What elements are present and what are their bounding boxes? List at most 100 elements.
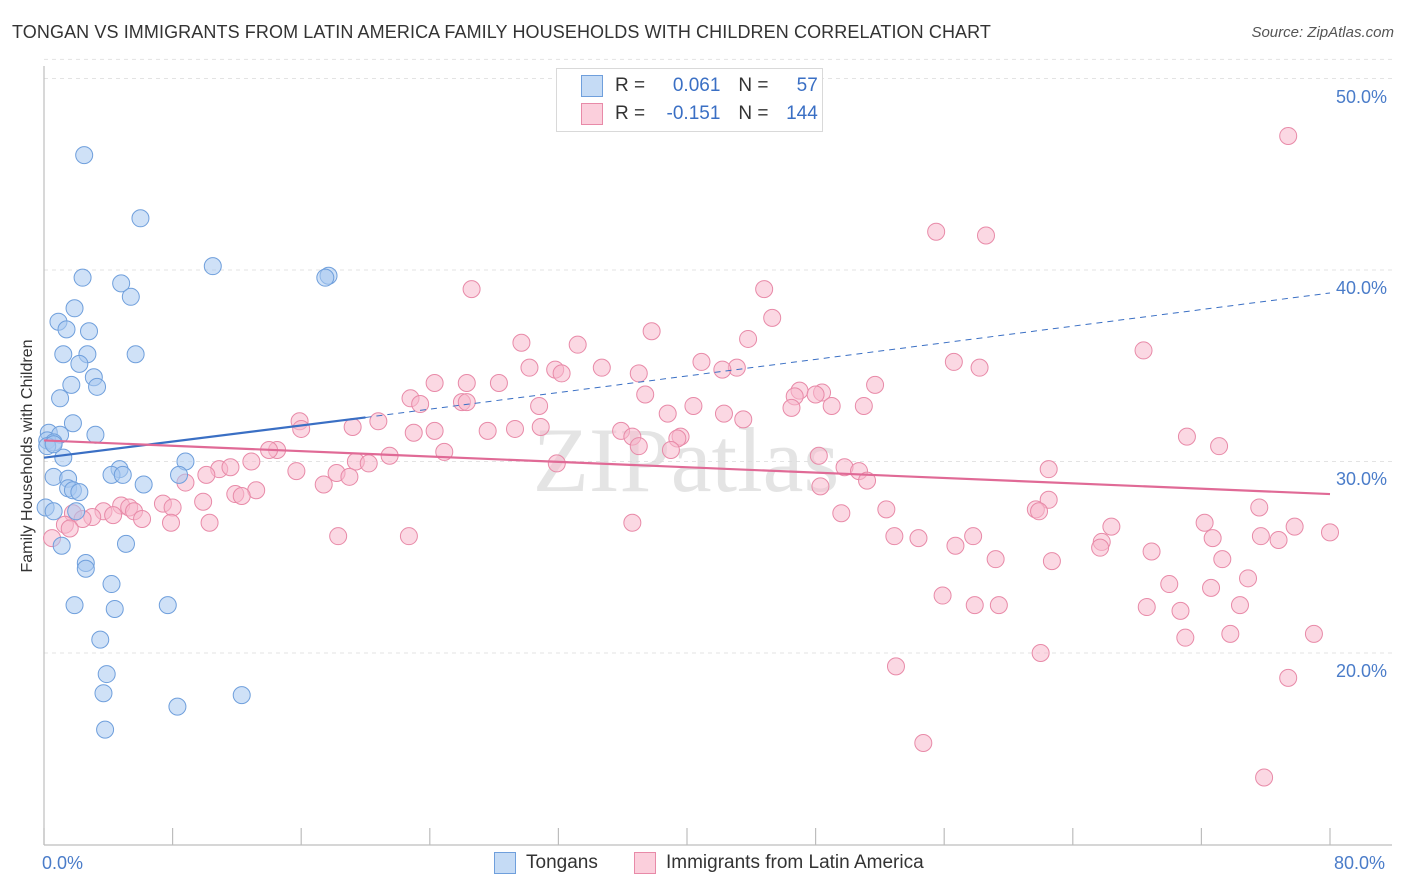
latin-point-111	[1142, 542, 1161, 561]
latin-point-39	[658, 404, 677, 423]
latin-point-32	[457, 393, 476, 412]
series-tongan-points	[36, 146, 338, 739]
latin-point-116	[986, 550, 1005, 569]
tongan-point-5	[73, 268, 92, 287]
latin-point-122	[1102, 517, 1121, 536]
latin-point-138	[1304, 624, 1323, 643]
n-label: N =	[738, 75, 769, 97]
tongan-point-47	[65, 596, 84, 615]
latin-point-110	[1285, 517, 1304, 536]
latin-point-24	[866, 375, 885, 394]
grid-lines	[44, 58, 1392, 654]
tongan-point-48	[105, 599, 124, 618]
latin-point-132	[965, 596, 984, 615]
latin-point-16	[592, 358, 611, 377]
latin-point-135	[1171, 601, 1190, 620]
latin-point-14	[970, 358, 989, 377]
tongan-point-54	[168, 697, 187, 716]
latin-point-141	[1279, 668, 1298, 687]
y-tick-40: 40.0%	[1336, 278, 1388, 298]
y-tick-20: 20.0%	[1336, 661, 1388, 681]
latin-point-43	[369, 412, 388, 431]
latin-point-96	[133, 509, 152, 528]
latin-point-20	[713, 360, 732, 379]
tongan-point-19	[51, 389, 70, 408]
latin-point-126	[329, 527, 348, 546]
latin-point-84	[1039, 490, 1058, 509]
latin-point-37	[684, 396, 703, 415]
latin-point-115	[1213, 550, 1232, 569]
tongan-point-12	[54, 345, 73, 364]
tongan-point-15	[70, 354, 89, 373]
tongan-point-6	[112, 274, 131, 293]
tongan-point-53	[232, 686, 251, 705]
latin-point-79	[858, 471, 877, 490]
latin-point-97	[161, 513, 180, 532]
latin-point-5	[763, 308, 782, 327]
tongan-point-23	[86, 425, 105, 444]
latin-point-134	[1137, 598, 1156, 617]
latin-point-87	[163, 498, 182, 517]
tongan-point-4	[316, 268, 335, 287]
latin-point-57	[1177, 427, 1196, 446]
latin-point-136	[1176, 628, 1195, 647]
latin-point-103	[1030, 502, 1049, 521]
n-label: N =	[738, 103, 769, 125]
latin-point-127	[1239, 569, 1258, 588]
legend-row-tongans: R = 0.061 N = 57	[581, 75, 818, 99]
latin-point-6	[642, 322, 661, 341]
latin-point-27	[806, 385, 825, 404]
latin-point-131	[933, 586, 952, 605]
latin-point-113	[1321, 523, 1339, 542]
tongan-point-8	[65, 299, 84, 318]
latin-point-36	[854, 396, 873, 415]
tongan-point-50	[91, 630, 110, 649]
latin-point-56	[661, 441, 680, 460]
x-tick-max: 80.0%	[1334, 853, 1386, 873]
latin-point-107	[623, 513, 642, 532]
latin-point-85	[194, 492, 213, 511]
tongan-point-36	[134, 475, 153, 494]
latin-point-22	[457, 373, 476, 392]
latin-point-44	[343, 418, 362, 437]
latin-point-19	[629, 364, 648, 383]
latin-point-18	[552, 364, 571, 383]
tongan-point-41	[67, 502, 86, 521]
latin-point-9	[568, 335, 587, 354]
latin-point-119	[909, 529, 928, 548]
latin-point-139	[1031, 644, 1050, 662]
latin-point-78	[314, 475, 333, 494]
latin-point-143	[1255, 768, 1274, 787]
latin-point-49	[425, 421, 444, 440]
r-label: R =	[615, 103, 646, 125]
tongans-legend-swatch	[494, 852, 516, 874]
tongan-point-38	[70, 483, 89, 502]
y-axis-label: Family Households with Children	[19, 339, 36, 573]
latin-point-23	[489, 373, 508, 392]
latin-point-117	[885, 527, 904, 546]
tongan-point-52	[94, 684, 113, 703]
latin-point-106	[832, 504, 851, 523]
source-label: Source: ZipAtlas.com	[1251, 24, 1394, 41]
latin-point-11	[944, 352, 963, 371]
latin-point-7	[739, 329, 758, 348]
trend-lines	[43, 292, 1331, 496]
tongan-point-46	[102, 575, 121, 594]
latin-point-33	[530, 396, 549, 415]
tongan-point-51	[97, 665, 116, 684]
watermark: ZIPatlas	[533, 409, 840, 511]
latin-point-125	[399, 527, 418, 546]
tongan-point-43	[52, 536, 71, 555]
latin-point-118	[946, 536, 965, 555]
latin-point-66	[359, 454, 378, 473]
latin-point-70	[287, 462, 306, 481]
r-label: R =	[615, 75, 646, 97]
legend-item-tongans: Tongans	[494, 852, 598, 876]
tongan-point-2	[203, 257, 222, 276]
latin-point-35	[822, 396, 841, 415]
tongan-point-42	[116, 534, 135, 553]
latin-point-114	[1251, 527, 1270, 546]
latin-point-137	[1221, 624, 1240, 643]
latin-swatch	[581, 103, 603, 125]
